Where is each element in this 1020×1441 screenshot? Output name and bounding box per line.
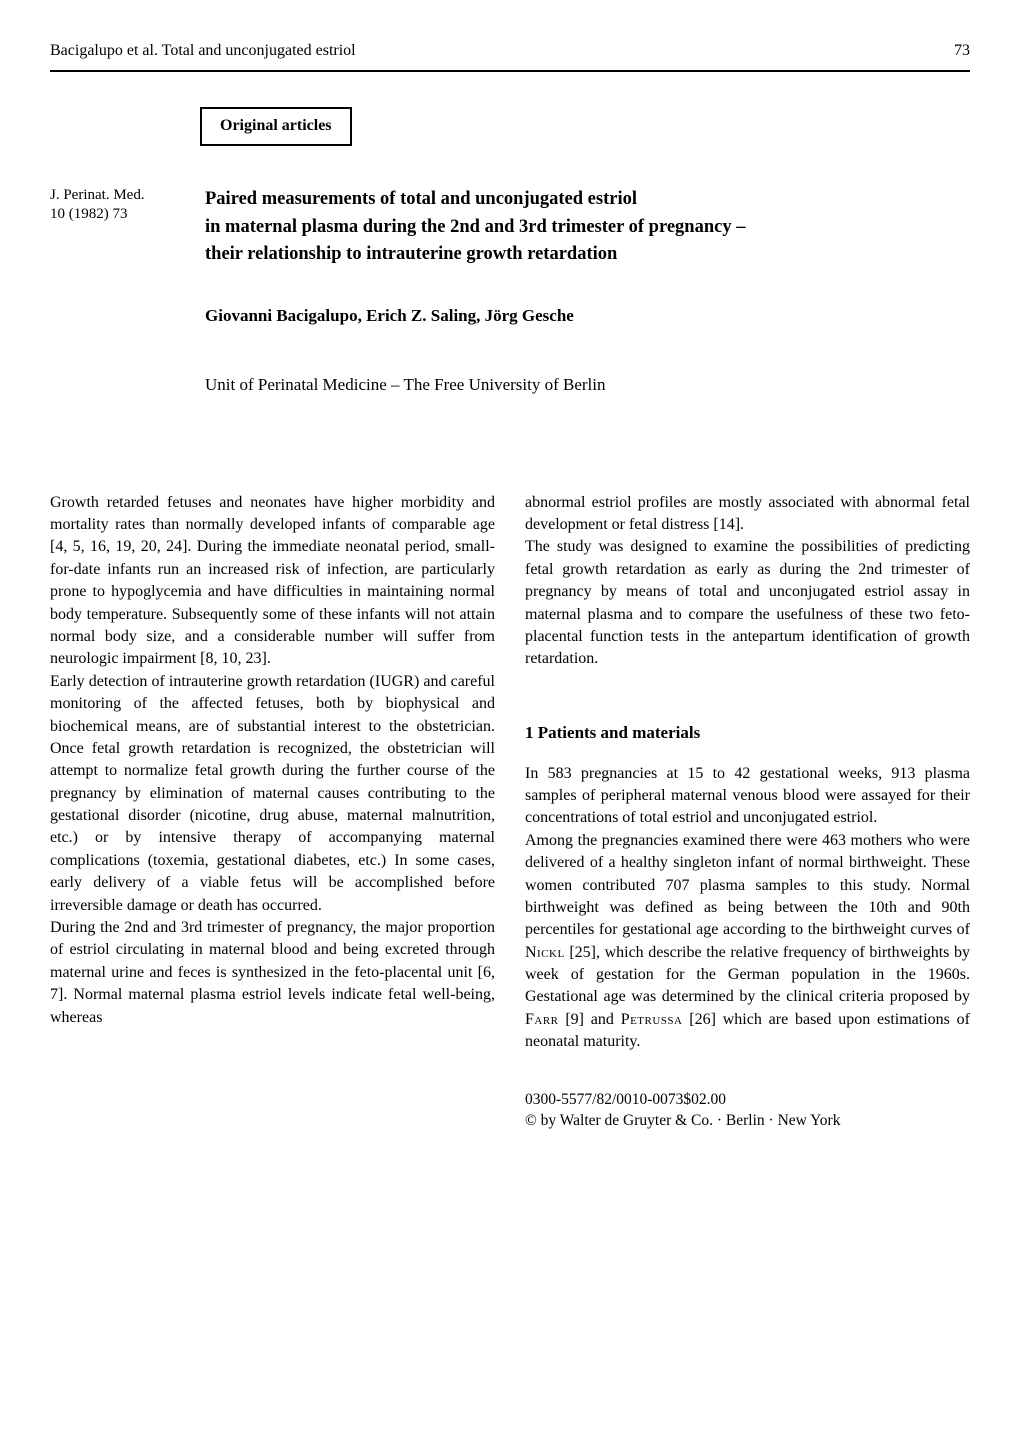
section-heading: 1 Patients and materials	[525, 721, 970, 745]
paragraph: Among the pregnancies examined there wer…	[525, 830, 970, 1054]
issn-line: 0300-5577/82/0010-0073$02.00	[525, 1091, 726, 1108]
article-type-badge: Original articles	[200, 107, 352, 145]
body-text: Growth retarded fetuses and neonates hav…	[50, 492, 970, 1054]
title-line-2: in maternal plasma during the 2nd and 3r…	[205, 217, 745, 237]
column-left: Growth retarded fetuses and neonates hav…	[50, 492, 495, 1054]
author-cite: Nickl	[525, 944, 565, 961]
column-right: abnormal estriol profiles are mostly ass…	[525, 492, 970, 1054]
journal-name: J. Perinat. Med.	[50, 187, 145, 203]
paragraph: Early detection of intrauterine growth r…	[50, 671, 495, 917]
copyright-line: © by Walter de Gruyter & Co. · Berlin · …	[525, 1112, 840, 1129]
title-content: Paired measurements of total and unconju…	[205, 186, 970, 452]
journal-reference: J. Perinat. Med. 10 (1982) 73	[50, 186, 175, 452]
journal-volume: 10 (1982) 73	[50, 206, 128, 222]
paragraph: The study was designed to examine the po…	[525, 536, 970, 670]
paragraph: In 583 pregnancies at 15 to 42 gestation…	[525, 763, 970, 830]
paragraph: Growth retarded fetuses and neonates hav…	[50, 492, 495, 671]
article-title: Paired measurements of total and unconju…	[205, 186, 970, 269]
title-block: J. Perinat. Med. 10 (1982) 73 Paired mea…	[50, 186, 970, 452]
page-number: 73	[954, 40, 970, 62]
footer: 0300-5577/82/0010-0073$02.00 © by Walter…	[510, 1089, 970, 1132]
authors: Giovanni Bacigalupo, Erich Z. Saling, Jö…	[205, 304, 970, 328]
author-cite: Petrussa	[621, 1011, 683, 1028]
paragraph: abnormal estriol profiles are mostly ass…	[525, 492, 970, 537]
title-line-3: their relationship to intrauterine growt…	[205, 244, 617, 264]
author-cite: Farr	[525, 1011, 559, 1028]
affiliation: Unit of Perinatal Medicine – The Free Un…	[205, 373, 970, 397]
paragraph: During the 2nd and 3rd trimester of preg…	[50, 917, 495, 1029]
page-header: Bacigalupo et al. Total and unconjugated…	[50, 40, 970, 72]
title-line-1: Paired measurements of total and unconju…	[205, 189, 637, 209]
running-head: Bacigalupo et al. Total and unconjugated…	[50, 40, 356, 62]
